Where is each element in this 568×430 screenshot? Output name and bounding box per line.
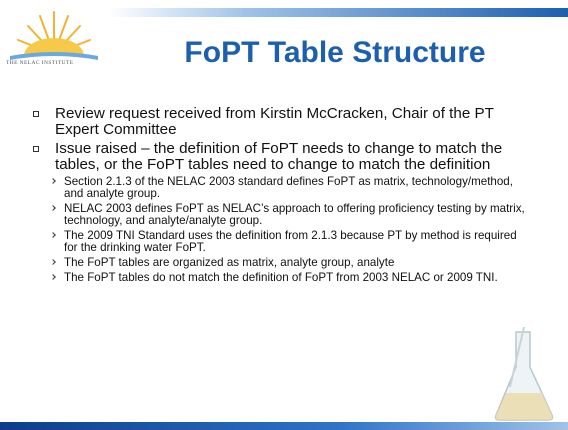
bullet: Review request received from Kirstin McC… <box>30 106 530 138</box>
sub-bullet: NELAC 2003 defines FoPT as NELAC’s appro… <box>46 203 530 227</box>
slide: {"logo": {"text": "THE NELAC INSTITUTE"}… <box>0 0 568 430</box>
sub-bullet: The FoPT tables do not match the definit… <box>46 272 530 284</box>
top-bar <box>108 8 568 17</box>
sub-bullet: The 2009 TNI Standard uses the definitio… <box>46 230 530 254</box>
bullet-list: Review request received from Kirstin McC… <box>30 106 530 284</box>
slide-title: FoPT Table Structure <box>120 36 550 70</box>
logo <box>4 4 104 78</box>
flask-image <box>490 327 560 422</box>
logo-text: THE NELAC INSTITUTE <box>6 60 102 66</box>
sub-bullet: Section 2.1.3 of the NELAC 2003 standard… <box>46 176 530 200</box>
bottom-bar <box>0 422 568 430</box>
bullet: Issue raised – the definition of FoPT ne… <box>30 141 530 173</box>
sub-bullet: The FoPT tables are organized as matrix,… <box>46 257 530 269</box>
